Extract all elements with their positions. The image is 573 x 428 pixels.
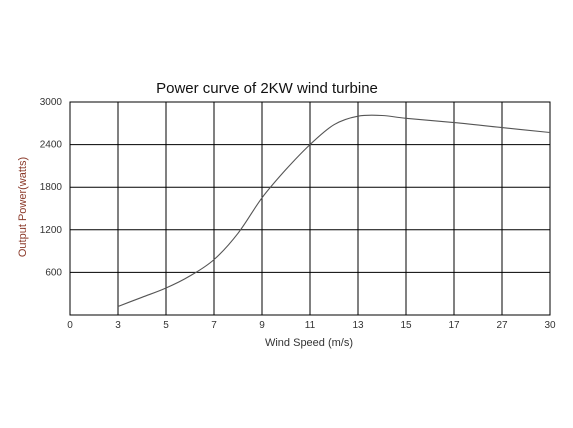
data-point — [333, 124, 334, 125]
data-point — [165, 287, 166, 288]
x-tick-label: 27 — [496, 320, 508, 331]
x-tick-label: 9 — [259, 320, 265, 331]
y-tick-label: 2400 — [40, 140, 63, 151]
y-tick-label: 600 — [45, 267, 62, 278]
data-point — [285, 169, 286, 170]
y-axis-label: Output Power(watts) — [17, 157, 29, 257]
y-tick-labels: 600 1200 1800 2400 3000 — [40, 97, 63, 278]
data-point — [261, 197, 262, 198]
power-curve-line — [117, 114, 551, 308]
y-tick-label: 1200 — [40, 225, 63, 236]
series-layer — [117, 114, 551, 308]
x-tick-label: 5 — [163, 320, 169, 331]
data-point — [357, 116, 358, 117]
data-point — [237, 233, 238, 234]
data-point — [213, 259, 214, 260]
x-tick-labels: 0 3 5 7 9 11 13 15 17 27 30 — [67, 320, 556, 331]
data-point — [381, 115, 382, 116]
y-tick-label: 1800 — [40, 182, 63, 193]
grid — [69, 101, 551, 316]
data-point — [453, 122, 454, 123]
chart-title: Power curve of 2KW wind turbine — [156, 80, 378, 97]
x-tick-label: 3 — [115, 320, 121, 331]
x-axis-label: Wind Speed (m/s) — [265, 337, 353, 349]
data-point — [501, 127, 502, 128]
x-tick-label: 11 — [305, 320, 316, 331]
data-point — [549, 132, 550, 133]
y-tick-label: 3000 — [40, 97, 63, 108]
data-point — [189, 275, 190, 276]
data-point — [117, 306, 118, 307]
data-point — [141, 297, 142, 298]
x-tick-label: 15 — [400, 320, 412, 331]
x-tick-label: 0 — [67, 320, 73, 331]
data-point — [405, 118, 406, 119]
x-tick-label: 13 — [352, 320, 364, 331]
x-tick-label: 7 — [211, 320, 217, 331]
data-point — [309, 144, 310, 145]
x-tick-label: 30 — [544, 320, 556, 331]
x-tick-label: 17 — [448, 320, 460, 331]
